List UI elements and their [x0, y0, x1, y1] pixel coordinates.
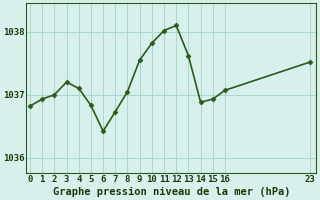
X-axis label: Graphe pression niveau de la mer (hPa): Graphe pression niveau de la mer (hPa) [52, 186, 290, 197]
